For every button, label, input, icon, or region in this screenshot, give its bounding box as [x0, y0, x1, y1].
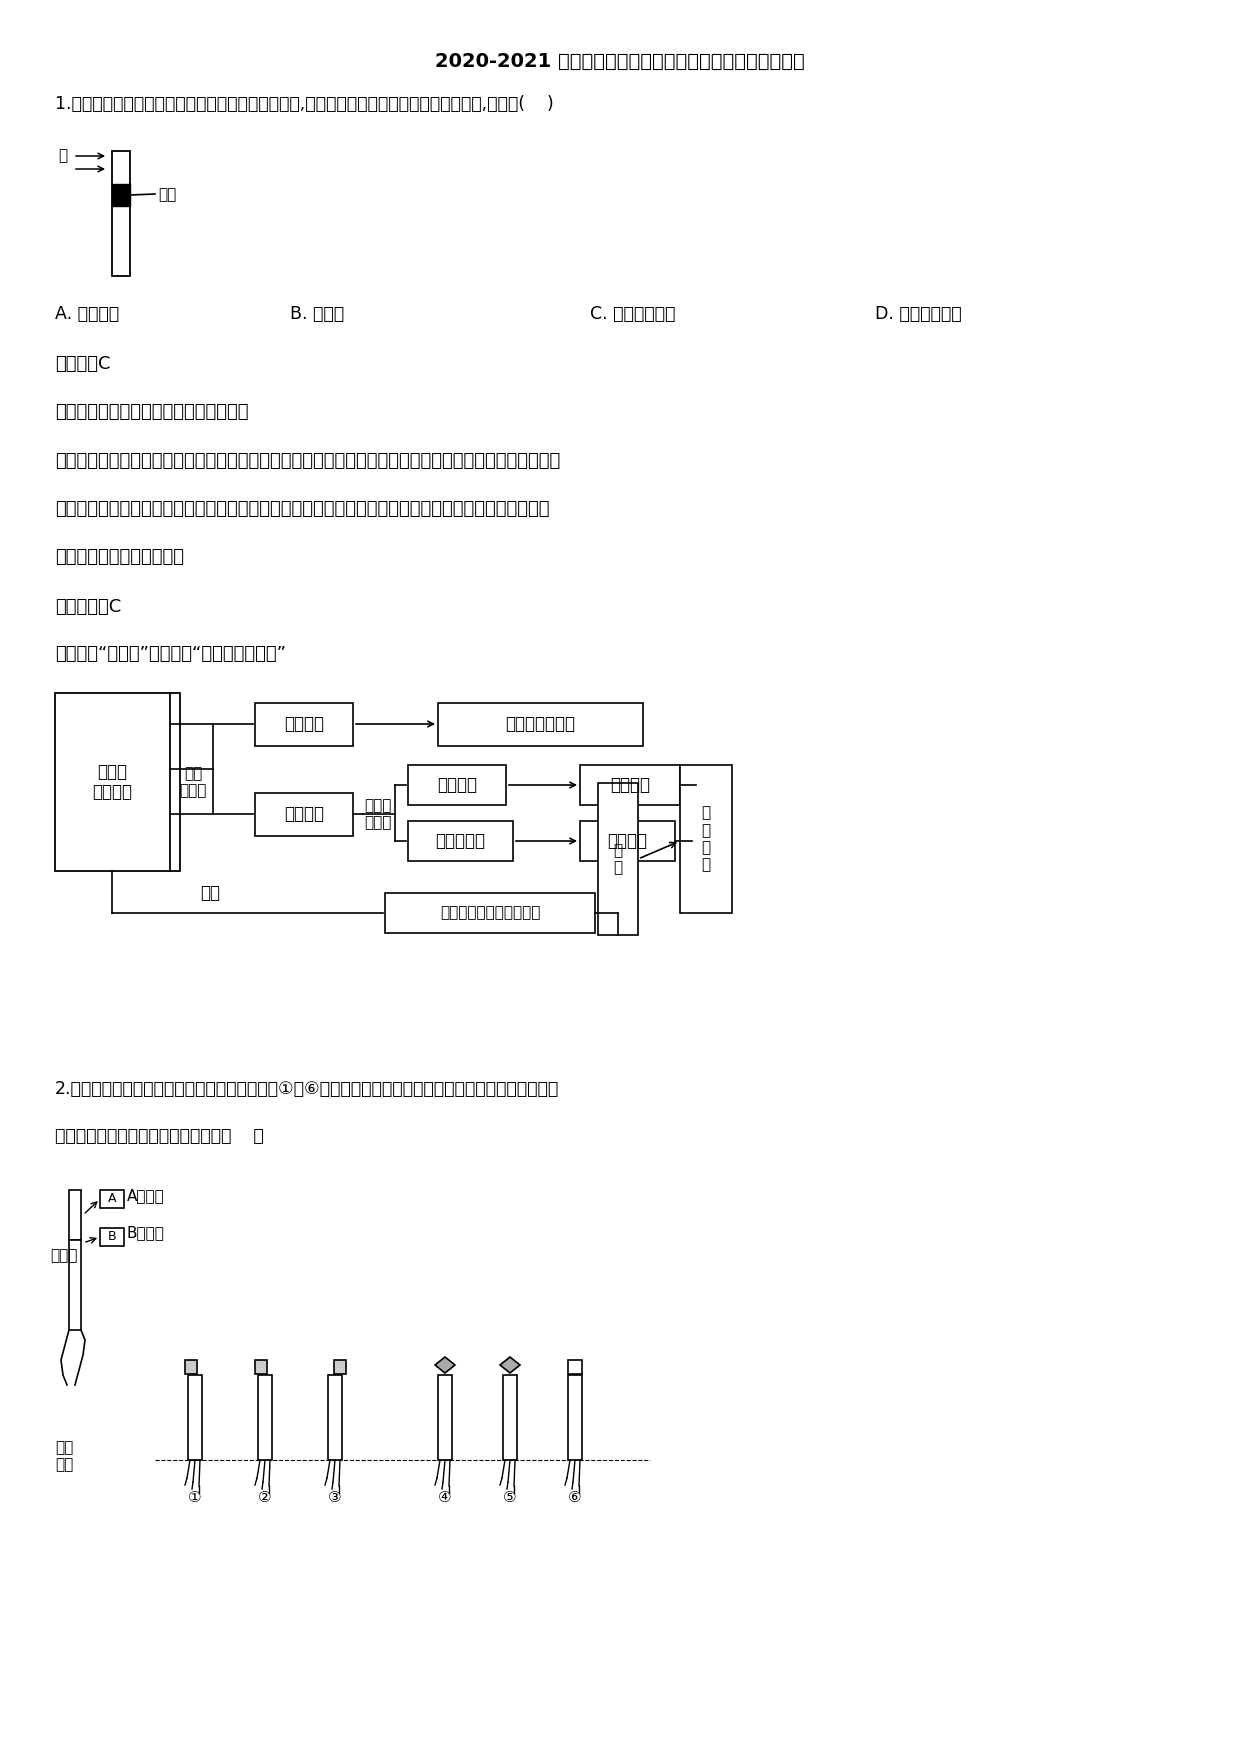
Text: 弯
曲
方
向: 弯 曲 方 向 — [702, 805, 711, 873]
Text: 明胶: 明胶 — [157, 188, 176, 202]
Bar — [408, 764, 506, 805]
Text: 判
断: 判 断 — [614, 843, 622, 875]
Text: 2020-2021 学年高二生物上册同步练习：植物生长素的发现: 2020-2021 学年高二生物上册同步练习：植物生长素的发现 — [435, 53, 805, 72]
Bar — [568, 1374, 582, 1460]
Text: 分布不均匀: 分布不均匀 — [435, 833, 485, 850]
Bar — [55, 692, 180, 871]
Text: 1.将生长素能透过的明胶插在幼苗尖端与其下部之间,如图所示，给予单侧光照射一段时间后,幼苗将(    ): 1.将生长素能透过的明胶插在幼苗尖端与其下部之间,如图所示，给予单侧光照射一段时… — [55, 95, 554, 112]
Text: 黑暗
环境: 黑暗 环境 — [55, 1439, 73, 1473]
Text: B. 不生长: B. 不生长 — [290, 305, 345, 323]
Bar — [69, 1190, 81, 1239]
Text: 光: 光 — [58, 147, 67, 163]
Text: ⑤: ⑤ — [503, 1490, 517, 1506]
Text: 分布是
否均匀: 分布是 否均匀 — [365, 798, 392, 831]
Text: 分布均匀: 分布均匀 — [436, 777, 477, 794]
Bar — [680, 764, 732, 913]
Bar — [112, 151, 130, 275]
Bar — [580, 820, 675, 861]
Text: 【考点】生长素的作用及其作用的两重性: 【考点】生长素的作用及其作用的两重性 — [55, 403, 248, 421]
Bar — [503, 1374, 517, 1460]
Text: 有无
生长素: 有无 生长素 — [180, 766, 207, 798]
Text: 不生长、不弯曲: 不生长、不弯曲 — [505, 715, 575, 733]
Bar — [100, 1229, 124, 1246]
Bar — [188, 1374, 202, 1460]
Text: ①: ① — [188, 1490, 202, 1506]
Text: 【答案】C: 【答案】C — [55, 356, 110, 373]
Text: B琉脂块: B琉脂块 — [126, 1225, 165, 1239]
Bar — [69, 1239, 81, 1331]
Bar — [255, 792, 353, 836]
Text: 此，幼苗将向光弯曲生长。: 此，幼苗将向光弯曲生长。 — [55, 549, 184, 566]
Text: 及实验结果。下列相关叙述错误的是（    ）: 及实验结果。下列相关叙述错误的是（ ） — [55, 1127, 264, 1145]
Bar — [598, 784, 639, 934]
Text: A: A — [108, 1192, 117, 1206]
Text: 故答案为：C: 故答案为：C — [55, 598, 122, 615]
Text: ④: ④ — [438, 1490, 451, 1506]
Bar — [258, 1374, 272, 1460]
Bar — [329, 1374, 342, 1460]
Text: ③: ③ — [329, 1490, 342, 1506]
Text: B: B — [108, 1231, 117, 1243]
Bar — [580, 764, 680, 805]
Text: D. 背光弯曲生长: D. 背光弯曲生长 — [875, 305, 962, 323]
Bar — [334, 1360, 346, 1374]
Text: ②: ② — [258, 1490, 272, 1506]
Bar — [185, 1360, 197, 1374]
Text: ⑥: ⑥ — [568, 1490, 582, 1506]
Bar — [255, 703, 353, 747]
Text: 【解析】【解答】给予幼苗尖端单侧光照射，尖端能感受光刺激，从而使生长素从向光一侧往背光一侧进行: 【解析】【解答】给予幼苗尖端单侧光照射，尖端能感受光刺激，从而使生长素从向光一侧… — [55, 452, 560, 470]
Text: 有生长素: 有生长素 — [284, 805, 324, 822]
Text: 【分析】“两看法”判断植物“长不长、弯不弯”: 【分析】“两看法”判断植物“长不长、弯不弯” — [55, 645, 286, 663]
Bar — [408, 820, 513, 861]
Bar — [568, 1360, 582, 1374]
Text: A. 直立生长: A. 直立生长 — [55, 305, 119, 323]
Bar — [112, 184, 130, 207]
Text: 直立生长: 直立生长 — [610, 777, 650, 794]
Polygon shape — [500, 1357, 520, 1373]
Bar — [384, 892, 595, 933]
Text: 该器官对生长素的敏感性: 该器官对生长素的敏感性 — [440, 906, 541, 920]
Text: 结合: 结合 — [200, 884, 219, 903]
Text: 2.下图为温特研究植物向光性的实验设计简图。①～⑥是在黑暗环境中对切去尖端的胚芽鞘进行的不同处理: 2.下图为温特研究植物向光性的实验设计简图。①～⑥是在黑暗环境中对切去尖端的胚芽… — [55, 1080, 559, 1097]
Text: C. 向光弯曲生长: C. 向光弯曲生长 — [590, 305, 676, 323]
Text: A琉脂块: A琉脂块 — [126, 1189, 165, 1203]
Bar — [438, 1374, 453, 1460]
Bar — [100, 1190, 124, 1208]
Text: 无生长素: 无生长素 — [284, 715, 324, 733]
Polygon shape — [435, 1357, 455, 1373]
Text: 琉脂块: 琉脂块 — [50, 1248, 77, 1262]
Text: 弯曲生长: 弯曲生长 — [608, 833, 647, 850]
Bar — [255, 1360, 267, 1374]
Text: 横向运输；又生长素能透过插在幼苗尖端与其下部之间的明胶，所以生长素的极性运输没有受到影响，因: 横向运输；又生长素能透过插在幼苗尖端与其下部之间的明胶，所以生长素的极性运输没有… — [55, 500, 549, 517]
Text: 生长素
作用部位: 生长素 作用部位 — [92, 763, 131, 801]
Bar — [438, 703, 644, 747]
